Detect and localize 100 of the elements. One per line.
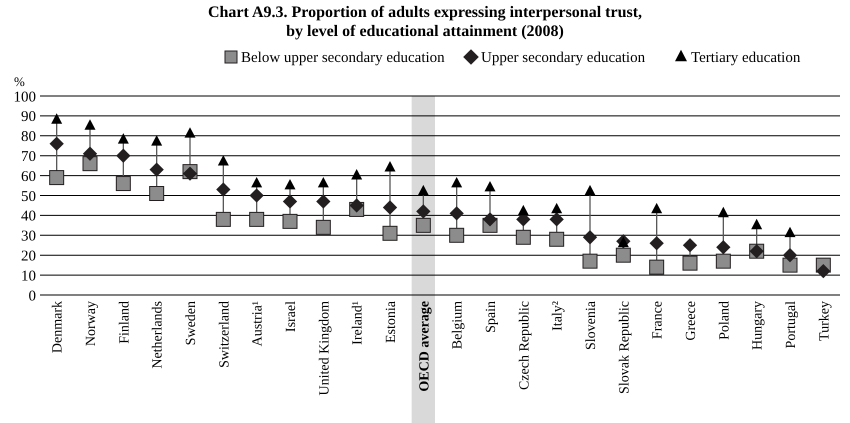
x-tick-label: Norway — [84, 301, 99, 346]
point — [482, 212, 498, 227]
point — [49, 170, 64, 186]
x-tick-label: Italy² — [550, 301, 566, 331]
point — [150, 162, 164, 177]
y-tick-label: 20 — [21, 248, 36, 264]
y-tick-label: 60 — [21, 168, 36, 185]
point — [384, 161, 396, 172]
point — [282, 194, 298, 209]
x-tick-label: Poland — [717, 301, 732, 340]
point — [149, 186, 164, 202]
point — [316, 194, 330, 209]
point — [584, 184, 596, 196]
legend-label: Upper secondary education — [481, 50, 646, 66]
x-tick-label: Belgium — [450, 300, 466, 350]
x-tick-label: Slovenia — [584, 300, 599, 350]
x-tick-label: Sweden — [184, 301, 199, 346]
point — [449, 228, 464, 243]
point — [216, 182, 230, 197]
point — [249, 212, 264, 227]
point — [282, 214, 298, 229]
point — [716, 254, 731, 269]
point — [551, 202, 562, 214]
y-tick-label: 30 — [21, 228, 36, 245]
point — [416, 218, 431, 233]
y-tick-label: 80 — [21, 129, 36, 146]
point — [782, 248, 798, 262]
y-tick-label: 90 — [21, 109, 36, 126]
point — [650, 236, 664, 250]
point — [549, 232, 564, 247]
x-tick-label: Portugal — [784, 300, 799, 348]
y-axis-title: % — [14, 74, 25, 89]
x-tick-label: Austria¹ — [250, 301, 266, 346]
x-tick-label: Slovak Republic — [617, 301, 632, 394]
point — [751, 218, 762, 230]
point — [51, 113, 62, 124]
point — [50, 136, 64, 151]
point — [251, 176, 262, 188]
point — [116, 148, 130, 163]
x-tick-label: Estonia — [384, 300, 399, 343]
y-tick-label: 40 — [21, 208, 36, 225]
point — [418, 184, 429, 196]
point — [218, 155, 229, 166]
point — [382, 226, 398, 241]
point — [351, 169, 362, 180]
x-tick-label: Greece — [684, 301, 699, 341]
x-tick-label: Denmark — [50, 301, 66, 354]
x-tick-label: Ireland¹ — [350, 301, 366, 345]
y-tick-label: 100 — [14, 89, 36, 106]
x-tick-label: France — [650, 301, 666, 340]
point — [82, 146, 98, 161]
point — [550, 212, 564, 227]
point — [350, 198, 364, 213]
point — [682, 256, 698, 271]
chart-title: Chart A9.3. Proportion of adults expressing interpersonal trust, by level of educational attainment (2008) — [208, 4, 642, 40]
point — [216, 212, 231, 227]
y-tick-label: 70 — [21, 148, 36, 165]
point — [816, 264, 830, 278]
point — [416, 204, 430, 219]
y-tick-label: 50 — [21, 188, 36, 205]
point — [318, 176, 329, 188]
x-tick-label: United Kingdom — [317, 300, 332, 396]
point — [616, 248, 631, 263]
point — [84, 119, 96, 130]
point — [451, 176, 462, 188]
point — [151, 135, 162, 146]
point — [651, 202, 662, 214]
point — [484, 180, 496, 192]
legend-label: Below upper secondary education — [241, 50, 446, 66]
point — [782, 258, 798, 273]
point — [284, 178, 296, 190]
x-tick-label: Hungary — [750, 301, 766, 350]
point — [516, 230, 531, 245]
x-tick-label: Israel — [284, 300, 299, 332]
point — [316, 220, 331, 235]
x-tick-label: Finland — [117, 301, 132, 344]
point — [718, 206, 729, 218]
y-tick-label: 0 — [28, 288, 36, 304]
point — [82, 156, 98, 172]
x-tick-label: Netherlands — [150, 301, 166, 369]
x-tick-label: Turkey — [817, 301, 832, 341]
point — [582, 254, 598, 269]
point — [118, 133, 129, 144]
legend-label: Tertiary education — [691, 50, 801, 66]
x-tick-label: OECD average — [417, 301, 432, 392]
y-tick-label: 10 — [21, 268, 36, 284]
point — [450, 206, 464, 221]
x-tick-label: Switzerland — [217, 301, 232, 368]
point — [716, 240, 730, 254]
point — [382, 200, 398, 215]
point — [116, 176, 131, 192]
point — [518, 204, 529, 216]
point — [649, 260, 664, 275]
point — [618, 236, 629, 248]
point — [582, 230, 598, 244]
x-tick-label: Czech Republic — [517, 301, 532, 390]
point — [184, 127, 196, 138]
point — [784, 226, 796, 238]
x-tick-label: Spain — [484, 301, 499, 333]
point — [250, 188, 264, 203]
